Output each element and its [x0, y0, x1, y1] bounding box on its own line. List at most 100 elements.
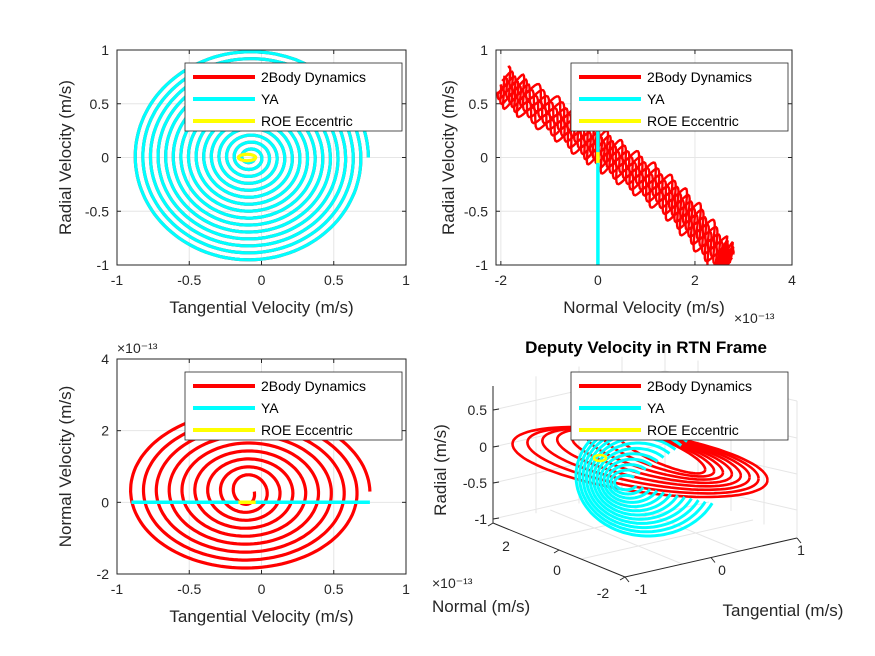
series-line	[501, 70, 735, 264]
x-tick-label: 0	[258, 272, 266, 288]
series-line	[128, 409, 372, 570]
x-tick-label: -0.5	[177, 581, 201, 597]
legend-label: 2Body Dynamics	[647, 69, 752, 85]
legend-2: 2Body Dynamics YA ROE Eccentric	[570, 62, 789, 132]
x-tick-label: -1	[111, 581, 124, 597]
x-tick-label: 1	[402, 272, 410, 288]
x-axis-label: Tangential Velocity (m/s)	[169, 607, 353, 626]
y-tick-label: 0	[101, 494, 109, 510]
legend-label: YA	[261, 400, 279, 416]
series-line	[599, 452, 666, 509]
z-tick-label: -2	[597, 585, 610, 601]
x-tick-label: 0	[594, 272, 602, 288]
y-tick-label: -1	[97, 257, 110, 273]
z-exponent-label: ×10⁻¹³	[432, 575, 473, 591]
x-tick-label: 2	[691, 272, 699, 288]
legend-label: 2Body Dynamics	[261, 69, 366, 85]
y-tick-label: -2	[97, 566, 110, 582]
series-line	[236, 152, 258, 163]
series-line	[540, 426, 751, 492]
x-axis-label: Tangential (m/s)	[723, 601, 844, 620]
axes-frame	[495, 49, 793, 266]
y-tick-label: 0	[101, 150, 109, 166]
x-axis-label: Normal Velocity (m/s)	[563, 298, 725, 317]
x-exponent-label: ×10⁻¹³	[734, 310, 775, 326]
y-tick-label: -0.5	[464, 203, 488, 219]
legend-4: 2Body Dynamics YA ROE Eccentric	[570, 371, 789, 441]
series-line	[595, 446, 672, 513]
y-tick-label: 1	[480, 42, 488, 58]
plot-area	[133, 50, 370, 262]
y-tick	[492, 517, 500, 520]
x-tick-label: 0	[718, 562, 726, 578]
z-tick-label: 0	[553, 562, 561, 578]
y-tick-label: 1	[101, 42, 109, 58]
x-tick-label: 0.5	[324, 581, 344, 597]
y-tick	[492, 481, 500, 484]
series-line	[526, 426, 760, 495]
legend-label: ROE Eccentric	[647, 113, 739, 129]
y-tick-label: -1	[475, 511, 488, 527]
y-axis-label: Normal Velocity (m/s)	[56, 386, 75, 548]
axes-3: -1 -0.5 0 0.5 1 -2 0 2 4 Tangential Velocity (m/s…	[56, 340, 410, 626]
series-line	[613, 473, 638, 492]
z-tick	[553, 549, 560, 554]
x-tick-label: 0.5	[324, 272, 344, 288]
floor-gridline	[550, 509, 683, 565]
axes-frame	[116, 49, 407, 266]
y-tick-label: -0.5	[463, 475, 487, 491]
y-axis-label: Radial (m/s)	[431, 424, 450, 516]
series-line	[609, 468, 645, 496]
series-line	[592, 453, 608, 463]
legend-label: YA	[647, 91, 665, 107]
legend-3: 2Body Dynamics YA ROE Eccentric	[184, 371, 403, 441]
plot-area	[496, 65, 735, 265]
y-exponent-label: ×10⁻¹³	[117, 340, 158, 356]
y-tick-label: 0	[480, 150, 488, 166]
z-axis-label: Normal (m/s)	[432, 597, 530, 616]
y-axis-label: Radial Velocity (m/s)	[439, 80, 458, 235]
y-tick-label: 2	[101, 423, 109, 439]
x-tick-label: 1	[797, 542, 805, 558]
series-line	[606, 463, 652, 500]
floor-gridline	[580, 519, 754, 560]
series-line	[555, 427, 743, 488]
z-tick	[619, 576, 626, 581]
legend-label: ROE Eccentric	[261, 422, 353, 438]
axes-1: -1 -0.5 0 0.5 1 -1 -0.5 0 0.5 1 Tangential Velocit…	[56, 42, 410, 317]
legend-label: YA	[647, 400, 665, 416]
y-tick-label: 0.5	[90, 96, 110, 112]
z-tick	[487, 522, 494, 527]
chart-title: Deputy Velocity in RTN Frame	[525, 338, 767, 357]
z-tick-label: 2	[502, 538, 510, 554]
legend-label: 2Body Dynamics	[647, 378, 752, 394]
y-axis-label: Radial Velocity (m/s)	[56, 80, 75, 235]
x-tick-label: -1	[111, 272, 124, 288]
series-line	[592, 441, 679, 517]
x-tick-label: 1	[402, 581, 410, 597]
axes-frame	[116, 358, 407, 575]
y-tick-label: -0.5	[85, 203, 109, 219]
legend-label: ROE Eccentric	[647, 422, 739, 438]
series-line	[511, 425, 769, 499]
y-tick	[492, 445, 500, 448]
y-tick-label: -1	[476, 257, 489, 273]
plot-area	[128, 409, 372, 570]
axes-4: Deputy Velocity in RTN Frame -1 -0.5 0 0.5 Ra…	[431, 338, 843, 620]
series-line	[507, 65, 734, 263]
y-tick-label: 4	[101, 351, 109, 367]
x-axis-label: Tangential Velocity (m/s)	[169, 298, 353, 317]
x-tick-label: 0	[258, 581, 266, 597]
x-tick	[624, 576, 630, 583]
x-tick-label: -0.5	[177, 272, 201, 288]
x-tick-label: 4	[788, 272, 796, 288]
y-tick-label: 0	[479, 439, 487, 455]
x-tick	[796, 537, 802, 544]
series-line	[499, 75, 735, 265]
x-tick-label: -1	[635, 581, 648, 597]
legend-label: 2Body Dynamics	[261, 378, 366, 394]
x-tick-label: -2	[495, 272, 508, 288]
series-line	[602, 457, 659, 504]
